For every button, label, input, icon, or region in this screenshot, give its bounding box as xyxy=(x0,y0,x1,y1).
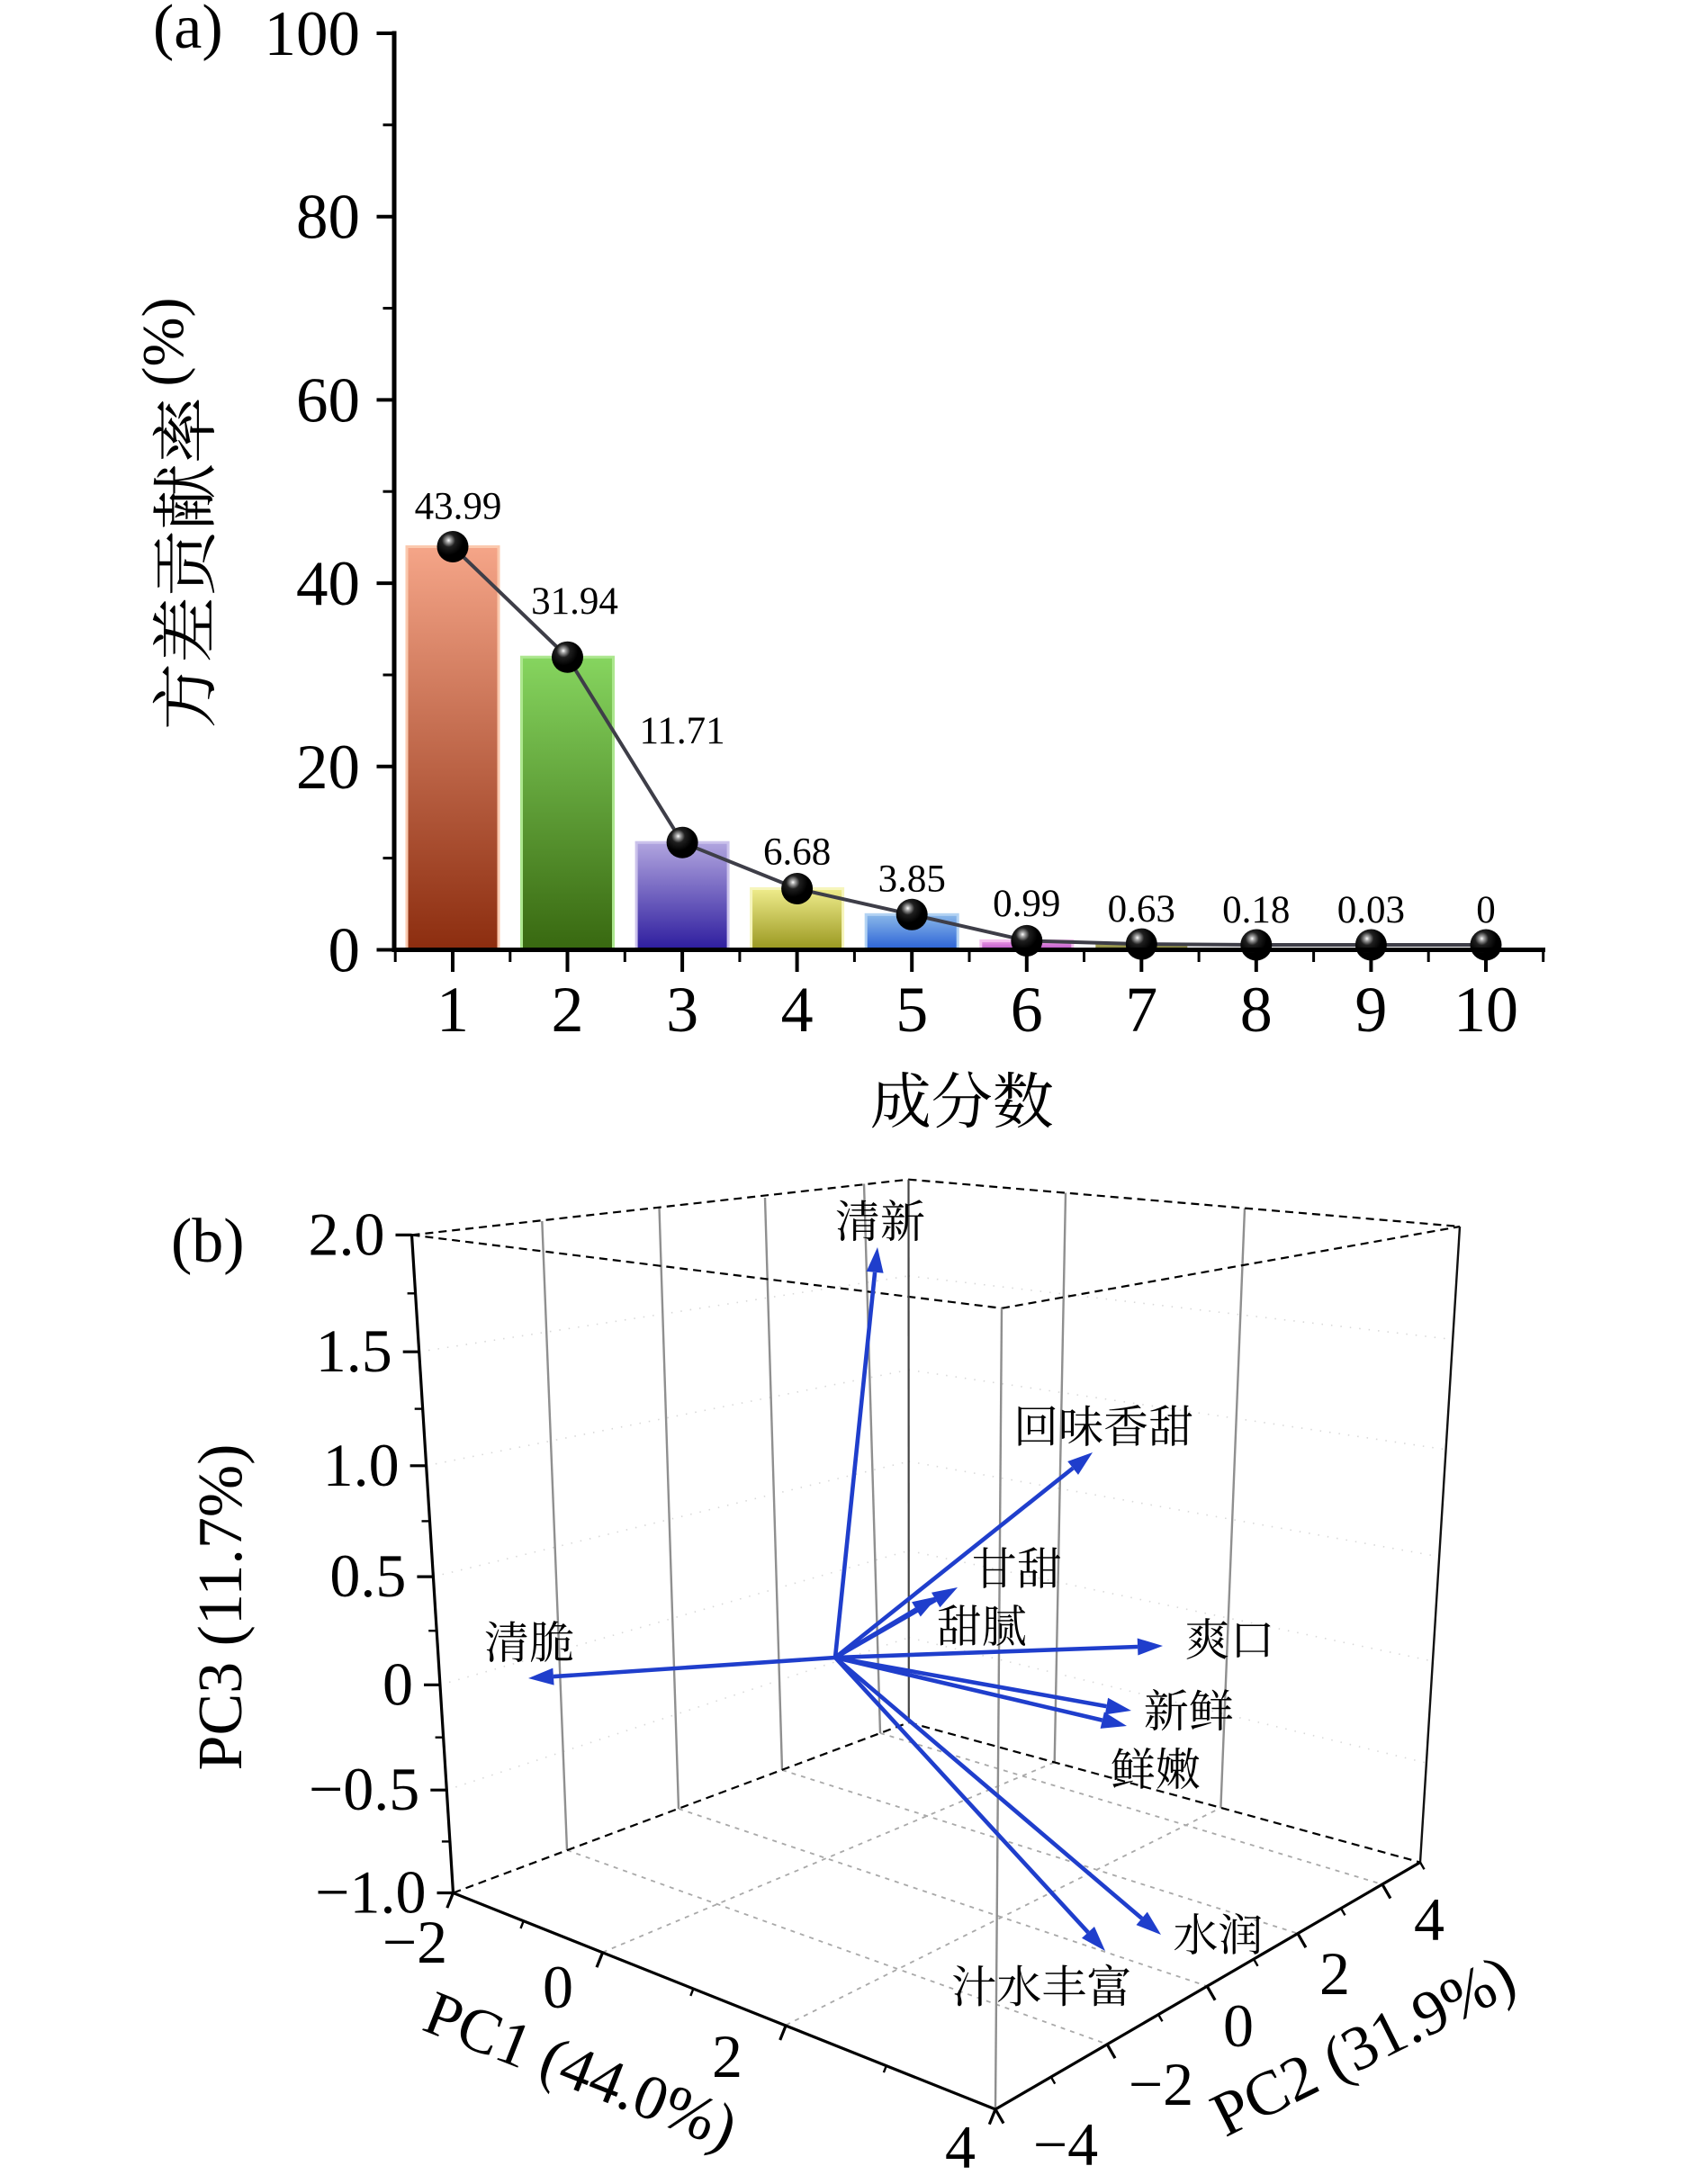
svg-text:0: 0 xyxy=(1223,1991,1254,2060)
svg-text:3.85: 3.85 xyxy=(878,858,946,900)
svg-text:8: 8 xyxy=(1240,974,1273,1046)
svg-text:31.94: 31.94 xyxy=(531,580,618,623)
svg-text:−2: −2 xyxy=(382,1908,447,1976)
svg-text:(b): (b) xyxy=(171,1207,245,1276)
svg-text:10: 10 xyxy=(1454,974,1518,1046)
svg-text:6.68: 6.68 xyxy=(763,831,831,874)
svg-text:1.0: 1.0 xyxy=(323,1431,400,1499)
svg-text:40: 40 xyxy=(296,549,360,619)
svg-text:0: 0 xyxy=(382,1649,413,1718)
svg-text:2.0: 2.0 xyxy=(309,1200,385,1268)
svg-text:2: 2 xyxy=(712,2022,742,2090)
svg-text:(%): (%) xyxy=(130,298,196,387)
svg-text:0.03: 0.03 xyxy=(1337,889,1405,931)
svg-text:5: 5 xyxy=(896,974,928,1046)
svg-text:2: 2 xyxy=(1319,1939,1350,2008)
svg-text:0.5: 0.5 xyxy=(329,1541,406,1610)
svg-text:−0.5: −0.5 xyxy=(309,1755,419,1823)
svg-text:3: 3 xyxy=(666,974,698,1046)
svg-text:4: 4 xyxy=(1414,1885,1444,1954)
svg-text:0: 0 xyxy=(328,916,361,986)
svg-text:−1.0: −1.0 xyxy=(315,1858,426,1927)
svg-text:43.99: 43.99 xyxy=(415,486,502,528)
svg-text:6: 6 xyxy=(1011,974,1043,1046)
svg-text:100: 100 xyxy=(265,0,361,69)
svg-text:0.99: 0.99 xyxy=(993,883,1060,925)
svg-text:PC3 (11.7%): PC3 (11.7%) xyxy=(186,1444,256,1771)
svg-text:0.63: 0.63 xyxy=(1108,888,1175,930)
svg-text:9: 9 xyxy=(1354,974,1387,1046)
svg-text:−2: −2 xyxy=(1129,2050,1193,2118)
svg-text:60: 60 xyxy=(296,365,360,436)
svg-text:20: 20 xyxy=(296,732,360,803)
svg-text:0: 0 xyxy=(1476,889,1496,931)
svg-text:80: 80 xyxy=(296,183,360,253)
svg-text:(a): (a) xyxy=(153,0,223,62)
svg-text:0.18: 0.18 xyxy=(1222,889,1290,931)
svg-text:1: 1 xyxy=(436,974,469,1046)
svg-text:4: 4 xyxy=(781,974,814,1046)
svg-text:11.71: 11.71 xyxy=(640,710,725,752)
svg-text:−4: −4 xyxy=(1033,2110,1098,2179)
svg-text:7: 7 xyxy=(1125,974,1157,1046)
svg-text:1.5: 1.5 xyxy=(316,1317,392,1385)
svg-text:2: 2 xyxy=(552,974,584,1046)
svg-text:0: 0 xyxy=(543,1953,573,2021)
svg-text:4: 4 xyxy=(945,2113,976,2181)
